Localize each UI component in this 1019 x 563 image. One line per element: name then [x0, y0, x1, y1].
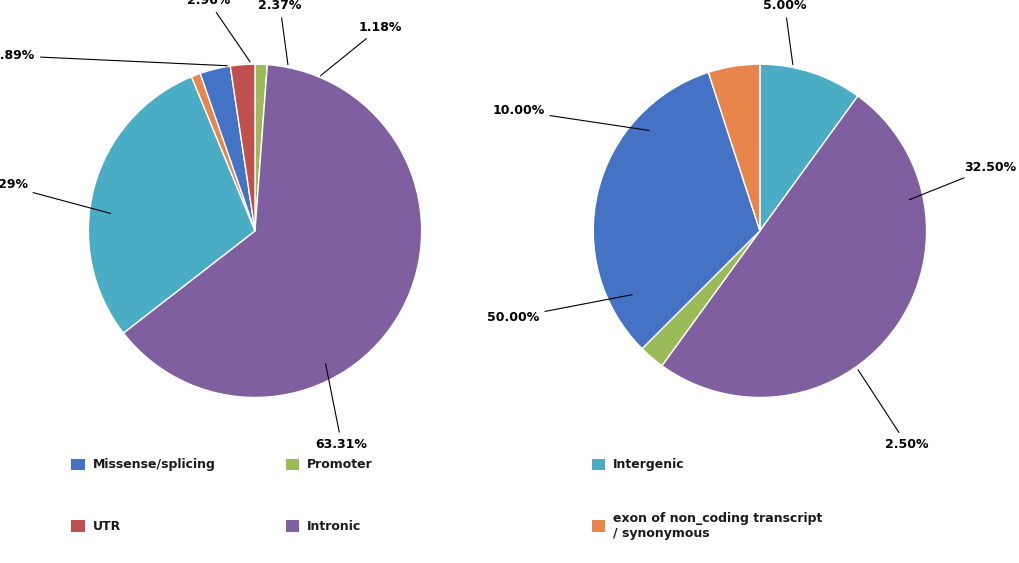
- Text: 32.50%: 32.50%: [908, 161, 1015, 200]
- Text: 5.00%: 5.00%: [762, 0, 806, 65]
- Wedge shape: [89, 77, 255, 333]
- Wedge shape: [230, 64, 255, 231]
- Text: Intergenic: Intergenic: [612, 458, 684, 471]
- Wedge shape: [123, 65, 421, 397]
- Text: Missense/splicing: Missense/splicing: [93, 458, 215, 471]
- Text: 2.96%: 2.96%: [186, 0, 250, 62]
- Wedge shape: [200, 66, 255, 231]
- Text: exon of non_coding transcript
/ synonymous: exon of non_coding transcript / synonymo…: [612, 512, 821, 540]
- Text: 2.50%: 2.50%: [857, 370, 927, 450]
- Text: 10.00%: 10.00%: [491, 104, 648, 131]
- Wedge shape: [255, 64, 267, 231]
- Wedge shape: [192, 73, 255, 231]
- Wedge shape: [641, 231, 759, 365]
- Wedge shape: [759, 64, 857, 231]
- Text: 29.29%: 29.29%: [0, 178, 110, 213]
- Wedge shape: [593, 72, 759, 348]
- Text: Intronic: Intronic: [307, 520, 361, 533]
- Wedge shape: [661, 96, 925, 397]
- Text: UTR: UTR: [93, 520, 121, 533]
- Wedge shape: [708, 64, 759, 231]
- Text: 0.89%: 0.89%: [0, 50, 227, 66]
- Text: 50.00%: 50.00%: [487, 294, 632, 324]
- Text: 1.18%: 1.18%: [320, 21, 401, 76]
- Text: Promoter: Promoter: [307, 458, 372, 471]
- Text: 63.31%: 63.31%: [316, 364, 367, 450]
- Text: 2.37%: 2.37%: [258, 0, 302, 65]
